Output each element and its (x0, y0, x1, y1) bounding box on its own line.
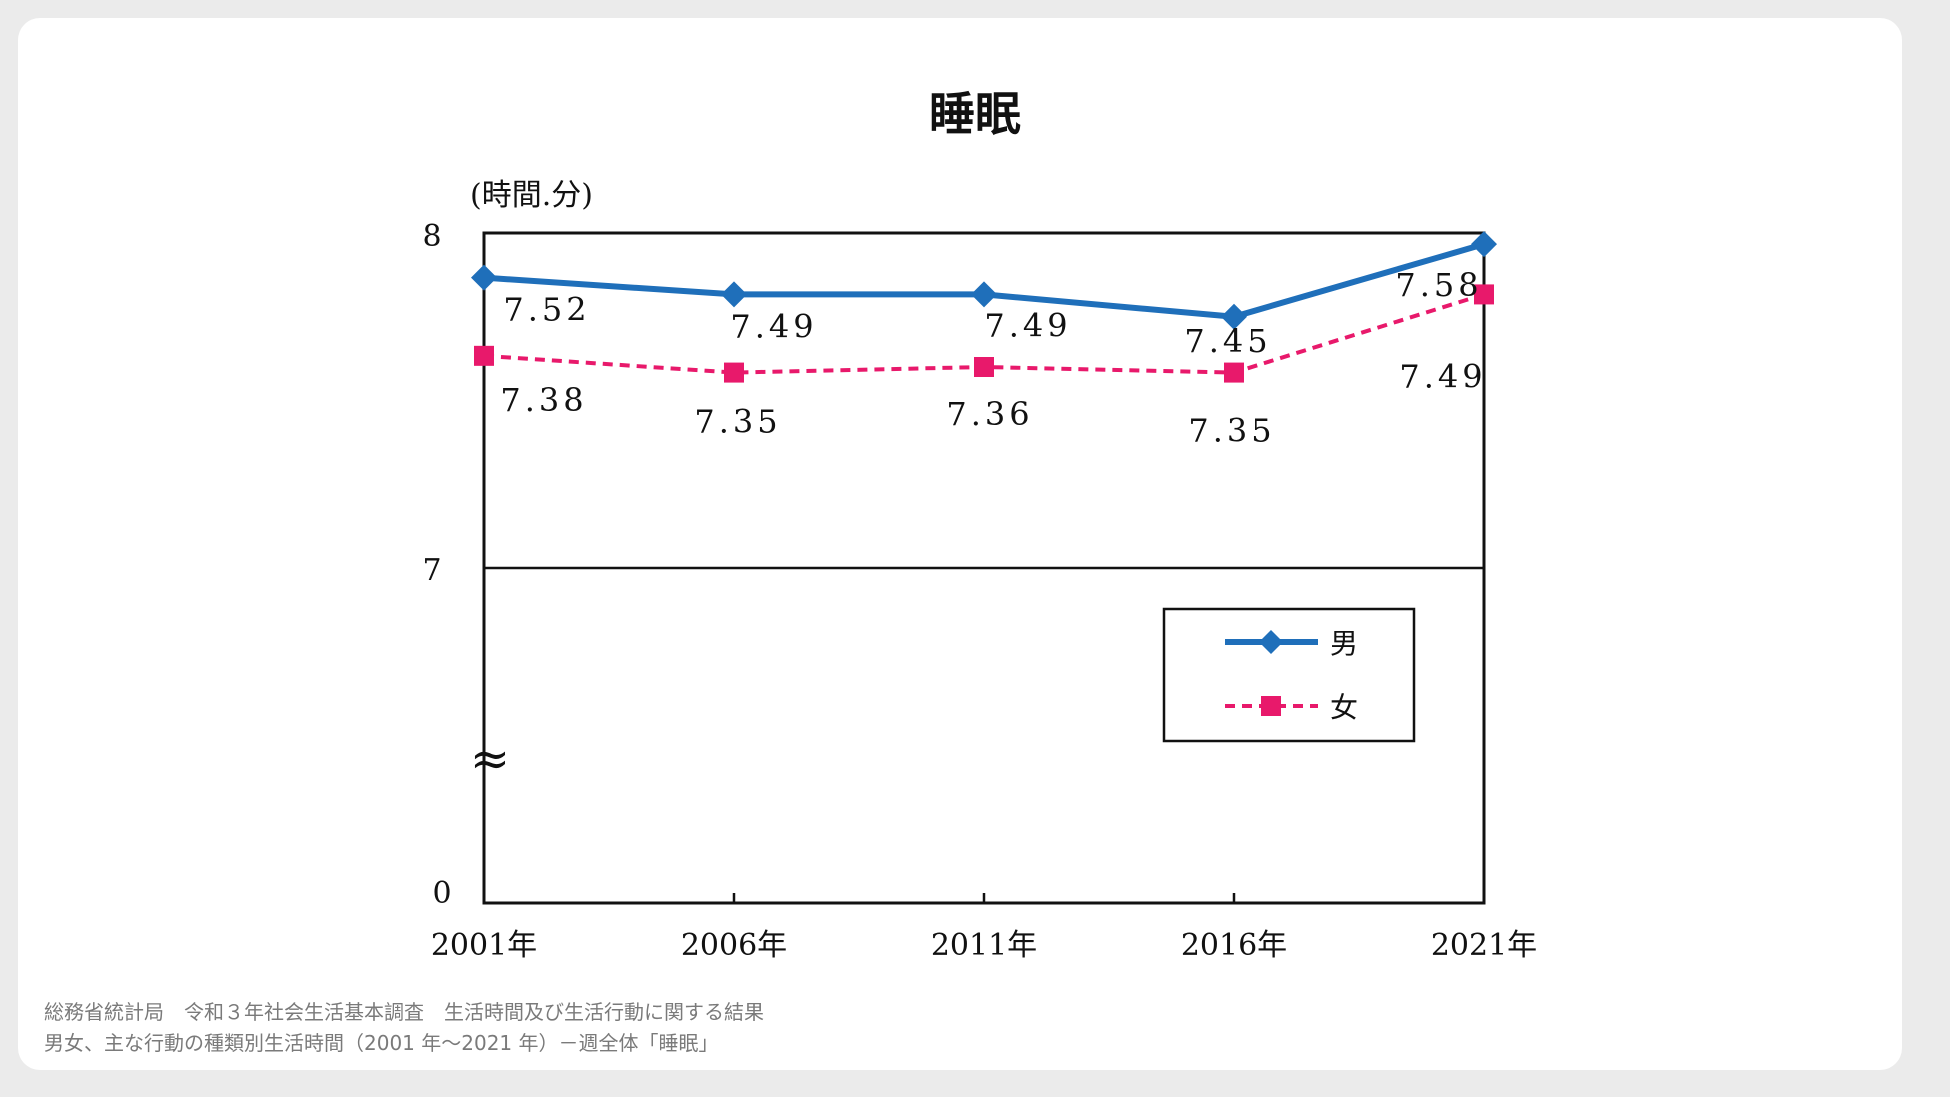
value-label-male-4: 7.58 (1395, 266, 1482, 304)
x-tick-label: 2001年 (431, 928, 537, 963)
marker-female-0 (474, 345, 494, 366)
x-tick-label: 2011年 (931, 928, 1037, 963)
marker-male-2 (971, 281, 997, 308)
marker-male-0 (471, 264, 497, 291)
legend-marker-male (1259, 630, 1283, 654)
chart-title: 睡眠 (929, 87, 1021, 141)
value-label-female-4: 7.49 (1399, 357, 1486, 395)
marker-female-1 (724, 362, 744, 383)
value-label-female-3: 7.35 (1188, 412, 1275, 450)
value-label-female-1: 7.35 (694, 403, 781, 441)
marker-male-4 (1471, 231, 1497, 258)
marker-male-1 (721, 281, 747, 308)
value-label-male-1: 7.49 (730, 307, 817, 345)
legend-box (1162, 607, 1416, 743)
value-label-male-0: 7.52 (503, 291, 590, 329)
legend-marker-female (1261, 696, 1281, 716)
marker-female-4 (1474, 284, 1494, 305)
marker-female-2 (974, 357, 994, 377)
legend: 男 女 (1162, 607, 1416, 743)
source-line-2: 男女、主な行動の種類別生活時間（2001 年～2021 年）－週全体「睡眠」 (44, 1031, 719, 1055)
legend-label-male: 男 (1330, 627, 1358, 660)
value-label-male-2: 7.49 (984, 306, 1071, 344)
y-tick-label-8: 8 (422, 219, 441, 254)
y-axis-unit-label: (時間.分) (470, 178, 593, 213)
marker-male-3 (1221, 303, 1247, 330)
source-line-1: 総務省統計局 令和３年社会生活基本調査 生活時間及び生活行動に関する結果 (44, 1000, 764, 1024)
y-tick-label-0: 0 (432, 876, 451, 911)
card-frame (18, 18, 1902, 1070)
marker-female-3 (1224, 362, 1244, 383)
y-tick-label-7: 7 (422, 553, 441, 588)
x-tick-label: 2006年 (681, 928, 787, 963)
value-label-female-0: 7.38 (500, 381, 587, 419)
axis-break-symbol: ≈ (470, 731, 510, 787)
legend-label-female: 女 (1330, 691, 1358, 724)
value-label-male-3: 7.45 (1184, 322, 1271, 360)
value-label-female-2: 7.36 (946, 395, 1033, 433)
x-tick-label: 2016年 (1181, 928, 1287, 963)
x-tick-label: 2021年 (1431, 928, 1537, 963)
